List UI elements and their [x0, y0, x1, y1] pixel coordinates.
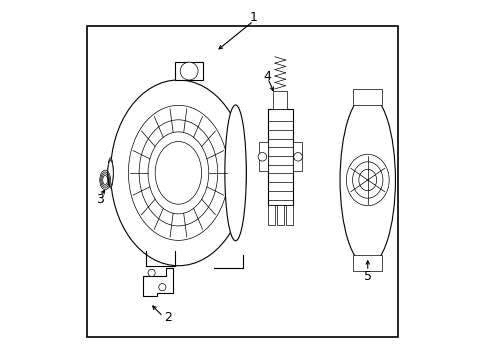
Bar [292, 143, 301, 171]
Bar [258, 143, 267, 171]
Ellipse shape [339, 94, 395, 266]
Circle shape [258, 153, 266, 161]
Polygon shape [175, 62, 203, 80]
Bar [267, 205, 274, 225]
Bar [276, 205, 283, 225]
Ellipse shape [224, 105, 246, 241]
Text: 4: 4 [263, 70, 271, 83]
Text: 1: 1 [249, 11, 257, 24]
Polygon shape [142, 267, 173, 296]
Bar [267, 109, 292, 205]
Ellipse shape [108, 161, 113, 185]
Circle shape [148, 269, 155, 276]
Text: 2: 2 [163, 311, 171, 324]
Ellipse shape [108, 158, 113, 188]
Circle shape [159, 284, 165, 291]
Circle shape [293, 153, 302, 161]
Bar [353, 89, 381, 105]
Ellipse shape [108, 159, 113, 186]
Ellipse shape [110, 80, 246, 266]
Bar [353, 255, 381, 271]
Bar [272, 91, 287, 109]
Text: 5: 5 [363, 270, 371, 283]
Bar [87, 26, 397, 337]
Bar [285, 205, 292, 225]
Text: 3: 3 [96, 193, 103, 206]
Circle shape [180, 62, 198, 80]
